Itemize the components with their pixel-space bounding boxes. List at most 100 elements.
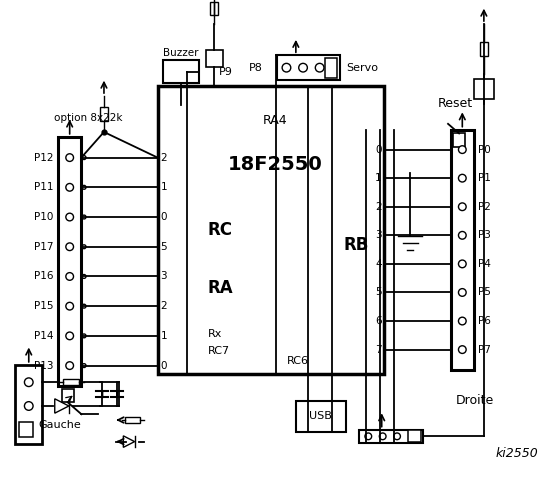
Ellipse shape bbox=[458, 174, 466, 182]
Ellipse shape bbox=[82, 185, 86, 189]
Ellipse shape bbox=[379, 433, 386, 440]
Ellipse shape bbox=[24, 402, 33, 410]
Text: 5: 5 bbox=[375, 288, 382, 298]
Text: 1: 1 bbox=[160, 331, 167, 341]
Ellipse shape bbox=[282, 63, 291, 72]
Text: Servo: Servo bbox=[347, 63, 379, 72]
Text: RC: RC bbox=[207, 221, 232, 240]
Ellipse shape bbox=[394, 433, 400, 440]
Ellipse shape bbox=[299, 63, 307, 72]
Ellipse shape bbox=[82, 364, 86, 368]
Bar bbox=[296, 401, 346, 432]
Bar bbox=[158, 86, 384, 374]
Text: Reset: Reset bbox=[438, 96, 473, 110]
Text: 0: 0 bbox=[160, 212, 167, 222]
Bar bbox=[408, 430, 421, 443]
Text: P5: P5 bbox=[478, 288, 491, 298]
Text: USB: USB bbox=[309, 411, 332, 421]
Ellipse shape bbox=[365, 433, 372, 440]
Bar bbox=[210, 2, 218, 15]
Bar bbox=[474, 79, 494, 99]
Text: Rx: Rx bbox=[207, 329, 222, 339]
Text: ki2550: ki2550 bbox=[495, 447, 539, 460]
Bar bbox=[100, 107, 108, 120]
Text: 3: 3 bbox=[375, 230, 382, 240]
Bar bbox=[206, 50, 222, 67]
Text: P9: P9 bbox=[218, 67, 233, 76]
Bar bbox=[19, 422, 33, 437]
Text: 2: 2 bbox=[160, 153, 167, 163]
Text: 7: 7 bbox=[375, 345, 382, 355]
Text: 2: 2 bbox=[160, 301, 167, 311]
Bar bbox=[325, 58, 337, 78]
Ellipse shape bbox=[82, 245, 86, 249]
Ellipse shape bbox=[458, 231, 466, 239]
Text: RB: RB bbox=[343, 236, 369, 254]
Text: Droite: Droite bbox=[455, 394, 494, 408]
Ellipse shape bbox=[82, 275, 86, 278]
Text: RA4: RA4 bbox=[263, 114, 288, 128]
Text: RC6: RC6 bbox=[287, 357, 309, 366]
Text: P17: P17 bbox=[34, 242, 54, 252]
Text: P14: P14 bbox=[34, 331, 54, 341]
Bar bbox=[276, 55, 340, 80]
Ellipse shape bbox=[82, 156, 86, 159]
Text: 6: 6 bbox=[375, 316, 382, 326]
Text: Gauche: Gauche bbox=[38, 420, 81, 430]
Text: P6: P6 bbox=[478, 316, 491, 326]
Text: 0: 0 bbox=[375, 144, 382, 155]
Text: RA: RA bbox=[207, 279, 233, 297]
Ellipse shape bbox=[66, 243, 74, 251]
Ellipse shape bbox=[458, 146, 466, 154]
Bar bbox=[63, 379, 79, 385]
Bar bbox=[451, 130, 474, 370]
Ellipse shape bbox=[458, 288, 466, 296]
Text: P4: P4 bbox=[478, 259, 491, 269]
Ellipse shape bbox=[66, 332, 74, 340]
Ellipse shape bbox=[66, 183, 74, 191]
Text: Buzzer: Buzzer bbox=[163, 48, 199, 58]
Ellipse shape bbox=[66, 362, 74, 370]
Ellipse shape bbox=[66, 154, 74, 161]
Ellipse shape bbox=[24, 378, 33, 386]
Ellipse shape bbox=[66, 273, 74, 280]
Text: P12: P12 bbox=[34, 153, 54, 163]
Ellipse shape bbox=[82, 334, 86, 338]
Text: 4: 4 bbox=[375, 259, 382, 269]
Bar bbox=[125, 417, 140, 423]
Text: RC7: RC7 bbox=[207, 347, 229, 356]
Ellipse shape bbox=[66, 302, 74, 310]
Text: 0: 0 bbox=[160, 360, 167, 371]
Ellipse shape bbox=[82, 304, 86, 308]
Ellipse shape bbox=[458, 317, 466, 325]
Text: 1: 1 bbox=[375, 173, 382, 183]
Bar bbox=[58, 137, 81, 386]
Ellipse shape bbox=[458, 203, 466, 211]
Bar bbox=[453, 133, 465, 147]
Ellipse shape bbox=[66, 213, 74, 221]
Text: P15: P15 bbox=[34, 301, 54, 311]
Text: 1: 1 bbox=[160, 182, 167, 192]
Text: P1: P1 bbox=[478, 173, 491, 183]
Text: P13: P13 bbox=[34, 360, 54, 371]
Text: P3: P3 bbox=[478, 230, 491, 240]
Bar bbox=[359, 430, 423, 443]
Text: P8: P8 bbox=[248, 63, 263, 72]
Text: P16: P16 bbox=[34, 272, 54, 281]
Text: P7: P7 bbox=[478, 345, 491, 355]
Text: P11: P11 bbox=[34, 182, 54, 192]
Ellipse shape bbox=[458, 346, 466, 353]
Text: P0: P0 bbox=[478, 144, 491, 155]
Text: 2: 2 bbox=[375, 202, 382, 212]
Text: P2: P2 bbox=[478, 202, 491, 212]
Text: 5: 5 bbox=[160, 242, 167, 252]
Ellipse shape bbox=[82, 215, 86, 219]
Text: 18F2550: 18F2550 bbox=[228, 155, 323, 174]
Text: 3: 3 bbox=[160, 272, 167, 281]
Ellipse shape bbox=[315, 63, 324, 72]
Bar bbox=[15, 365, 42, 444]
Text: P10: P10 bbox=[34, 212, 54, 222]
Bar bbox=[480, 43, 488, 56]
Text: option 8x22k: option 8x22k bbox=[54, 113, 123, 122]
Bar bbox=[163, 60, 199, 83]
